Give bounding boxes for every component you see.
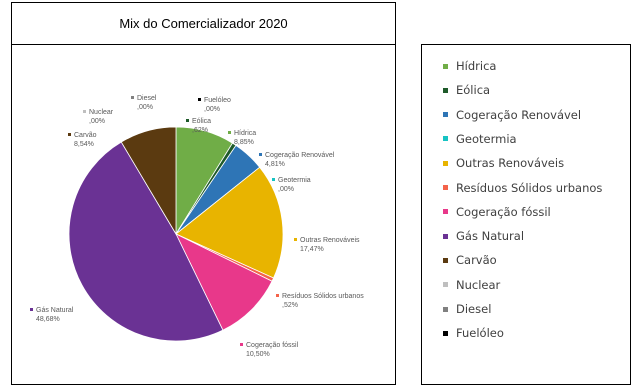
label-marker-geotermia (272, 178, 275, 181)
legend-item-geotermia: Geotermia (443, 132, 517, 146)
pie-slice-carvao (120, 126, 177, 236)
slice-label-value-cogeracao-fossil: 10,50% (246, 351, 270, 358)
label-marker-residuos-solidos-urbanos (276, 294, 279, 297)
pie-slice-cogeracao-fossil (175, 233, 273, 331)
legend-label-nuclear: Nuclear (456, 277, 501, 292)
slice-label-name-gas-natural: Gás Natural (36, 307, 74, 314)
slice-label-name-cogeracao-renovavel: Cogeração Renovável (265, 152, 335, 159)
legend-swatch-cogeracao-fossil (443, 209, 448, 215)
slice-label-name-fueloleo: Fuelóleo (204, 97, 231, 104)
pie-chart: Hídrica 8,85% Eólica ,62% Cogeração Renováve… (30, 95, 364, 358)
slice-label-value-residuos-solidos-urbanos: ,52% (282, 302, 298, 309)
slice-label-name-diesel: Diesel (137, 95, 157, 102)
slice-label-value-cogeracao-renovavel: 4,81% (265, 161, 285, 168)
pie-slice-outras-renovaveis (175, 166, 284, 279)
legend-swatch-carvao (443, 257, 448, 263)
slice-label-value-geotermia: ,00% (278, 186, 294, 193)
chart-frame: Mix do Comercializador 2020 Hídrica 8,85%… (11, 2, 396, 385)
slice-label-value-gas-natural: 48,68% (36, 316, 60, 323)
label-marker-fueloleo (198, 98, 201, 101)
legend-swatch-eolica (443, 87, 448, 93)
legend-label-gas-natural: Gás Natural (456, 229, 525, 244)
slice-label-name-residuos-solidos-urbanos: Resíduos Sólidos urbanos (282, 293, 364, 300)
slice-label-name-geotermia: Geotermia (278, 177, 311, 184)
label-marker-outras-renovaveis (294, 238, 297, 241)
legend-label-geotermia: Geotermia (456, 131, 517, 146)
slice-label-value-outras-renovaveis: 17,47% (300, 246, 324, 253)
legend-label-cogeracao-fossil: Cogeração fóssil (456, 204, 551, 219)
label-marker-diesel (131, 96, 134, 99)
legend-item-residuos-solidos-urbanos: Resíduos Sólidos urbanos (443, 181, 602, 195)
legend-swatch-hidrica (443, 63, 448, 69)
legend: Hídrica Eólica Cogeração Renovável Geotermi… (421, 44, 631, 385)
slice-label-name-outras-renovaveis: Outras Renováveis (300, 237, 360, 244)
legend-item-cogeracao-fossil: Cogeração fóssil (443, 205, 551, 219)
legend-swatch-diesel (443, 306, 448, 312)
legend-item-fueloleo: Fuelóleo (443, 326, 504, 340)
slice-label-name-hidrica: Hídrica (234, 130, 256, 137)
legend-label-eolica: Eólica (456, 83, 491, 98)
legend-item-cogeracao-renovavel: Cogeração Renovável (443, 108, 581, 122)
legend-label-diesel: Diesel (456, 302, 492, 316)
slice-label-name-cogeracao-fossil: Cogeração fóssil (246, 342, 299, 349)
legend-label-outras-renovaveis: Outras Renováveis (456, 156, 565, 171)
label-marker-cogeracao-renovavel (259, 153, 262, 156)
label-marker-cogeracao-fossil (240, 343, 243, 346)
legend-item-hidrica: Hídrica (443, 59, 496, 73)
label-marker-nuclear (83, 110, 86, 113)
label-marker-carvao (68, 133, 71, 136)
legend-swatch-nuclear (443, 282, 448, 288)
legend-swatch-cogeracao-renovavel (443, 112, 448, 118)
legend-label-residuos-solidos-urbanos: Resíduos Sólidos urbanos (456, 180, 603, 195)
legend-swatch-outras-renovaveis (443, 160, 448, 166)
label-marker-gas-natural (30, 308, 33, 311)
legend-item-nuclear: Nuclear (443, 278, 500, 292)
slice-label-value-nuclear: ,00% (89, 118, 105, 125)
legend-label-fueloleo: Fuelóleo (456, 326, 504, 341)
legend-swatch-fueloleo (443, 330, 448, 336)
legend-item-carvao: Carvão (443, 253, 497, 267)
legend-label-carvao: Carvão (456, 253, 497, 268)
slice-label-value-eolica: ,62% (192, 127, 208, 134)
legend-swatch-residuos-solidos-urbanos (443, 185, 448, 190)
legend-item-outras-renovaveis: Outras Renováveis (443, 156, 564, 170)
legend-swatch-gas-natural (443, 233, 448, 239)
legend-item-gas-natural: Gás Natural (443, 229, 524, 243)
legend-label-hidrica: Hídrica (456, 59, 497, 73)
pie-slice-gas-natural (68, 141, 224, 342)
legend-label-cogeracao-renovavel: Cogeração Renovável (456, 107, 582, 122)
label-marker-eolica (186, 119, 189, 122)
slice-label-value-hidrica: 8,85% (234, 139, 254, 146)
legend-item-diesel: Diesel (443, 302, 491, 316)
legend-item-eolica: Eólica (443, 83, 490, 97)
label-marker-hidrica (228, 131, 231, 134)
slice-label-name-carvao: Carvão (74, 132, 97, 139)
chart-title: Mix do Comercializador 2020 (12, 3, 395, 45)
slice-label-value-fueloleo: ,00% (204, 106, 220, 113)
slice-label-name-eolica: Eólica (192, 118, 211, 125)
legend-swatch-geotermia (443, 136, 448, 142)
slice-label-value-carvao: 8,54% (74, 141, 94, 148)
slice-label-name-nuclear: Nuclear (89, 109, 114, 116)
slice-label-value-diesel: ,00% (137, 104, 153, 111)
